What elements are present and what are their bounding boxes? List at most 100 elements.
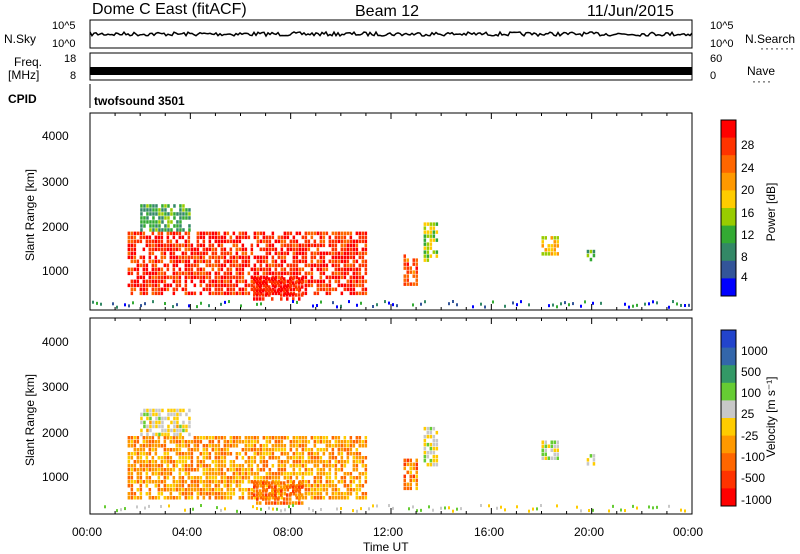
echo-cell-0 (136, 283, 140, 288)
echo-cell-0 (259, 484, 263, 488)
echo-cell-0 (304, 235, 308, 240)
echo-cell-2 (301, 277, 304, 281)
echo-cell-0 (319, 271, 323, 276)
echo-cell-0 (232, 231, 236, 236)
echo-cell-0 (229, 279, 233, 284)
echo-cell-0 (313, 279, 317, 284)
echo-cell-0 (355, 247, 359, 252)
echo-cell-0 (130, 255, 134, 260)
echo-cell-0 (328, 468, 332, 472)
echo-cell-0 (178, 488, 182, 492)
echo-cell-0 (307, 472, 311, 476)
freq-tick-top: 18 (64, 53, 77, 65)
x-tick-2400: 00:00 (673, 525, 704, 539)
echo-cell-0 (352, 287, 356, 292)
echo-cell-0 (229, 247, 233, 252)
echo-cell-0 (352, 456, 356, 460)
echo-cell-0 (313, 231, 317, 236)
echo-cell-0 (265, 440, 269, 444)
echo-cell-0 (313, 243, 317, 248)
echo-cell-5 (544, 456, 547, 460)
echo-cell-0 (280, 468, 284, 472)
echo-cell-0 (274, 247, 278, 252)
ground-scatter-cell (312, 304, 314, 308)
echo-cell-2 (259, 293, 262, 297)
echo-cell-0 (154, 235, 158, 240)
echo-cell-0 (265, 247, 269, 252)
echo-cell-0 (337, 235, 341, 240)
echo-cell-0 (223, 496, 227, 500)
echo-cell-0 (208, 484, 212, 488)
nsearch-label: N.Search (745, 32, 796, 46)
echo-cell-4 (423, 426, 427, 431)
echo-cell-0 (334, 231, 338, 236)
echo-cell-4 (432, 454, 436, 459)
echo-cell-0 (211, 448, 215, 452)
echo-cell-1 (167, 204, 170, 208)
echo-cell-0 (301, 436, 305, 440)
echo-cell-0 (295, 464, 299, 468)
echo-cell-0 (136, 460, 140, 464)
echo-cell-0 (127, 247, 131, 252)
echo-cell-2 (259, 297, 262, 301)
echo-cell-0 (166, 448, 170, 452)
ground-scatter-cell (568, 303, 570, 307)
echo-cell-1 (188, 228, 191, 232)
echo-cell-0 (349, 279, 353, 284)
echo-cell-0 (166, 496, 170, 500)
echo-cell-0 (199, 275, 203, 280)
echo-cell-0 (262, 271, 266, 276)
echo-cell-6 (592, 462, 596, 466)
ground-scatter-cell (356, 303, 358, 307)
echo-cell-0 (268, 247, 272, 252)
echo-cell-0 (337, 275, 341, 280)
echo-cell-0 (349, 239, 353, 244)
echo-cell-0 (307, 279, 311, 284)
echo-cell-0 (319, 480, 323, 484)
echo-cell-3 (415, 274, 418, 278)
ground-scatter-cell (624, 509, 626, 513)
echo-cell-0 (304, 464, 308, 468)
echo-cell-0 (190, 440, 194, 444)
echo-cell-0 (151, 259, 155, 264)
echo-cell-0 (337, 488, 341, 492)
echo-cell-1 (161, 432, 164, 437)
echo-cell-0 (361, 251, 365, 256)
echo-cell-0 (154, 267, 158, 272)
echo-cell-0 (358, 484, 362, 488)
echo-cell-0 (274, 440, 278, 444)
echo-cell-0 (139, 448, 143, 452)
ground-scatter-cell (440, 506, 442, 510)
echo-cell-0 (136, 496, 140, 500)
echo-cell-1 (143, 408, 146, 413)
echo-cell-0 (181, 271, 185, 276)
echo-cell-1 (164, 224, 167, 228)
echo-cell-0 (232, 476, 236, 480)
echo-cell-0 (193, 484, 197, 488)
echo-cell-0 (313, 255, 317, 260)
echo-cell-0 (238, 235, 242, 240)
echo-cell-0 (190, 468, 194, 472)
echo-cell-0 (355, 484, 359, 488)
echo-cell-0 (310, 263, 314, 268)
echo-cell-0 (142, 235, 146, 240)
echo-cell-0 (172, 243, 176, 248)
echo-cell-3 (415, 470, 418, 475)
echo-cell-4 (429, 426, 433, 431)
echo-cell-2 (274, 281, 277, 285)
echo-cell-0 (235, 275, 239, 280)
ground-scatter-cell (684, 509, 686, 513)
echo-cell-0 (298, 472, 302, 476)
echo-cell-0 (271, 259, 275, 264)
echo-cell-2 (283, 277, 286, 281)
echo-cell-0 (301, 440, 305, 444)
echo-cell-0 (328, 279, 332, 284)
echo-cell-0 (187, 271, 191, 276)
echo-cell-0 (193, 476, 197, 480)
echo-cell-0 (277, 291, 281, 296)
echo-cell-0 (211, 279, 215, 284)
echo-cell-0 (157, 243, 161, 248)
echo-cell-0 (358, 480, 362, 484)
echo-cell-0 (286, 460, 290, 464)
echo-cell-0 (343, 247, 347, 252)
